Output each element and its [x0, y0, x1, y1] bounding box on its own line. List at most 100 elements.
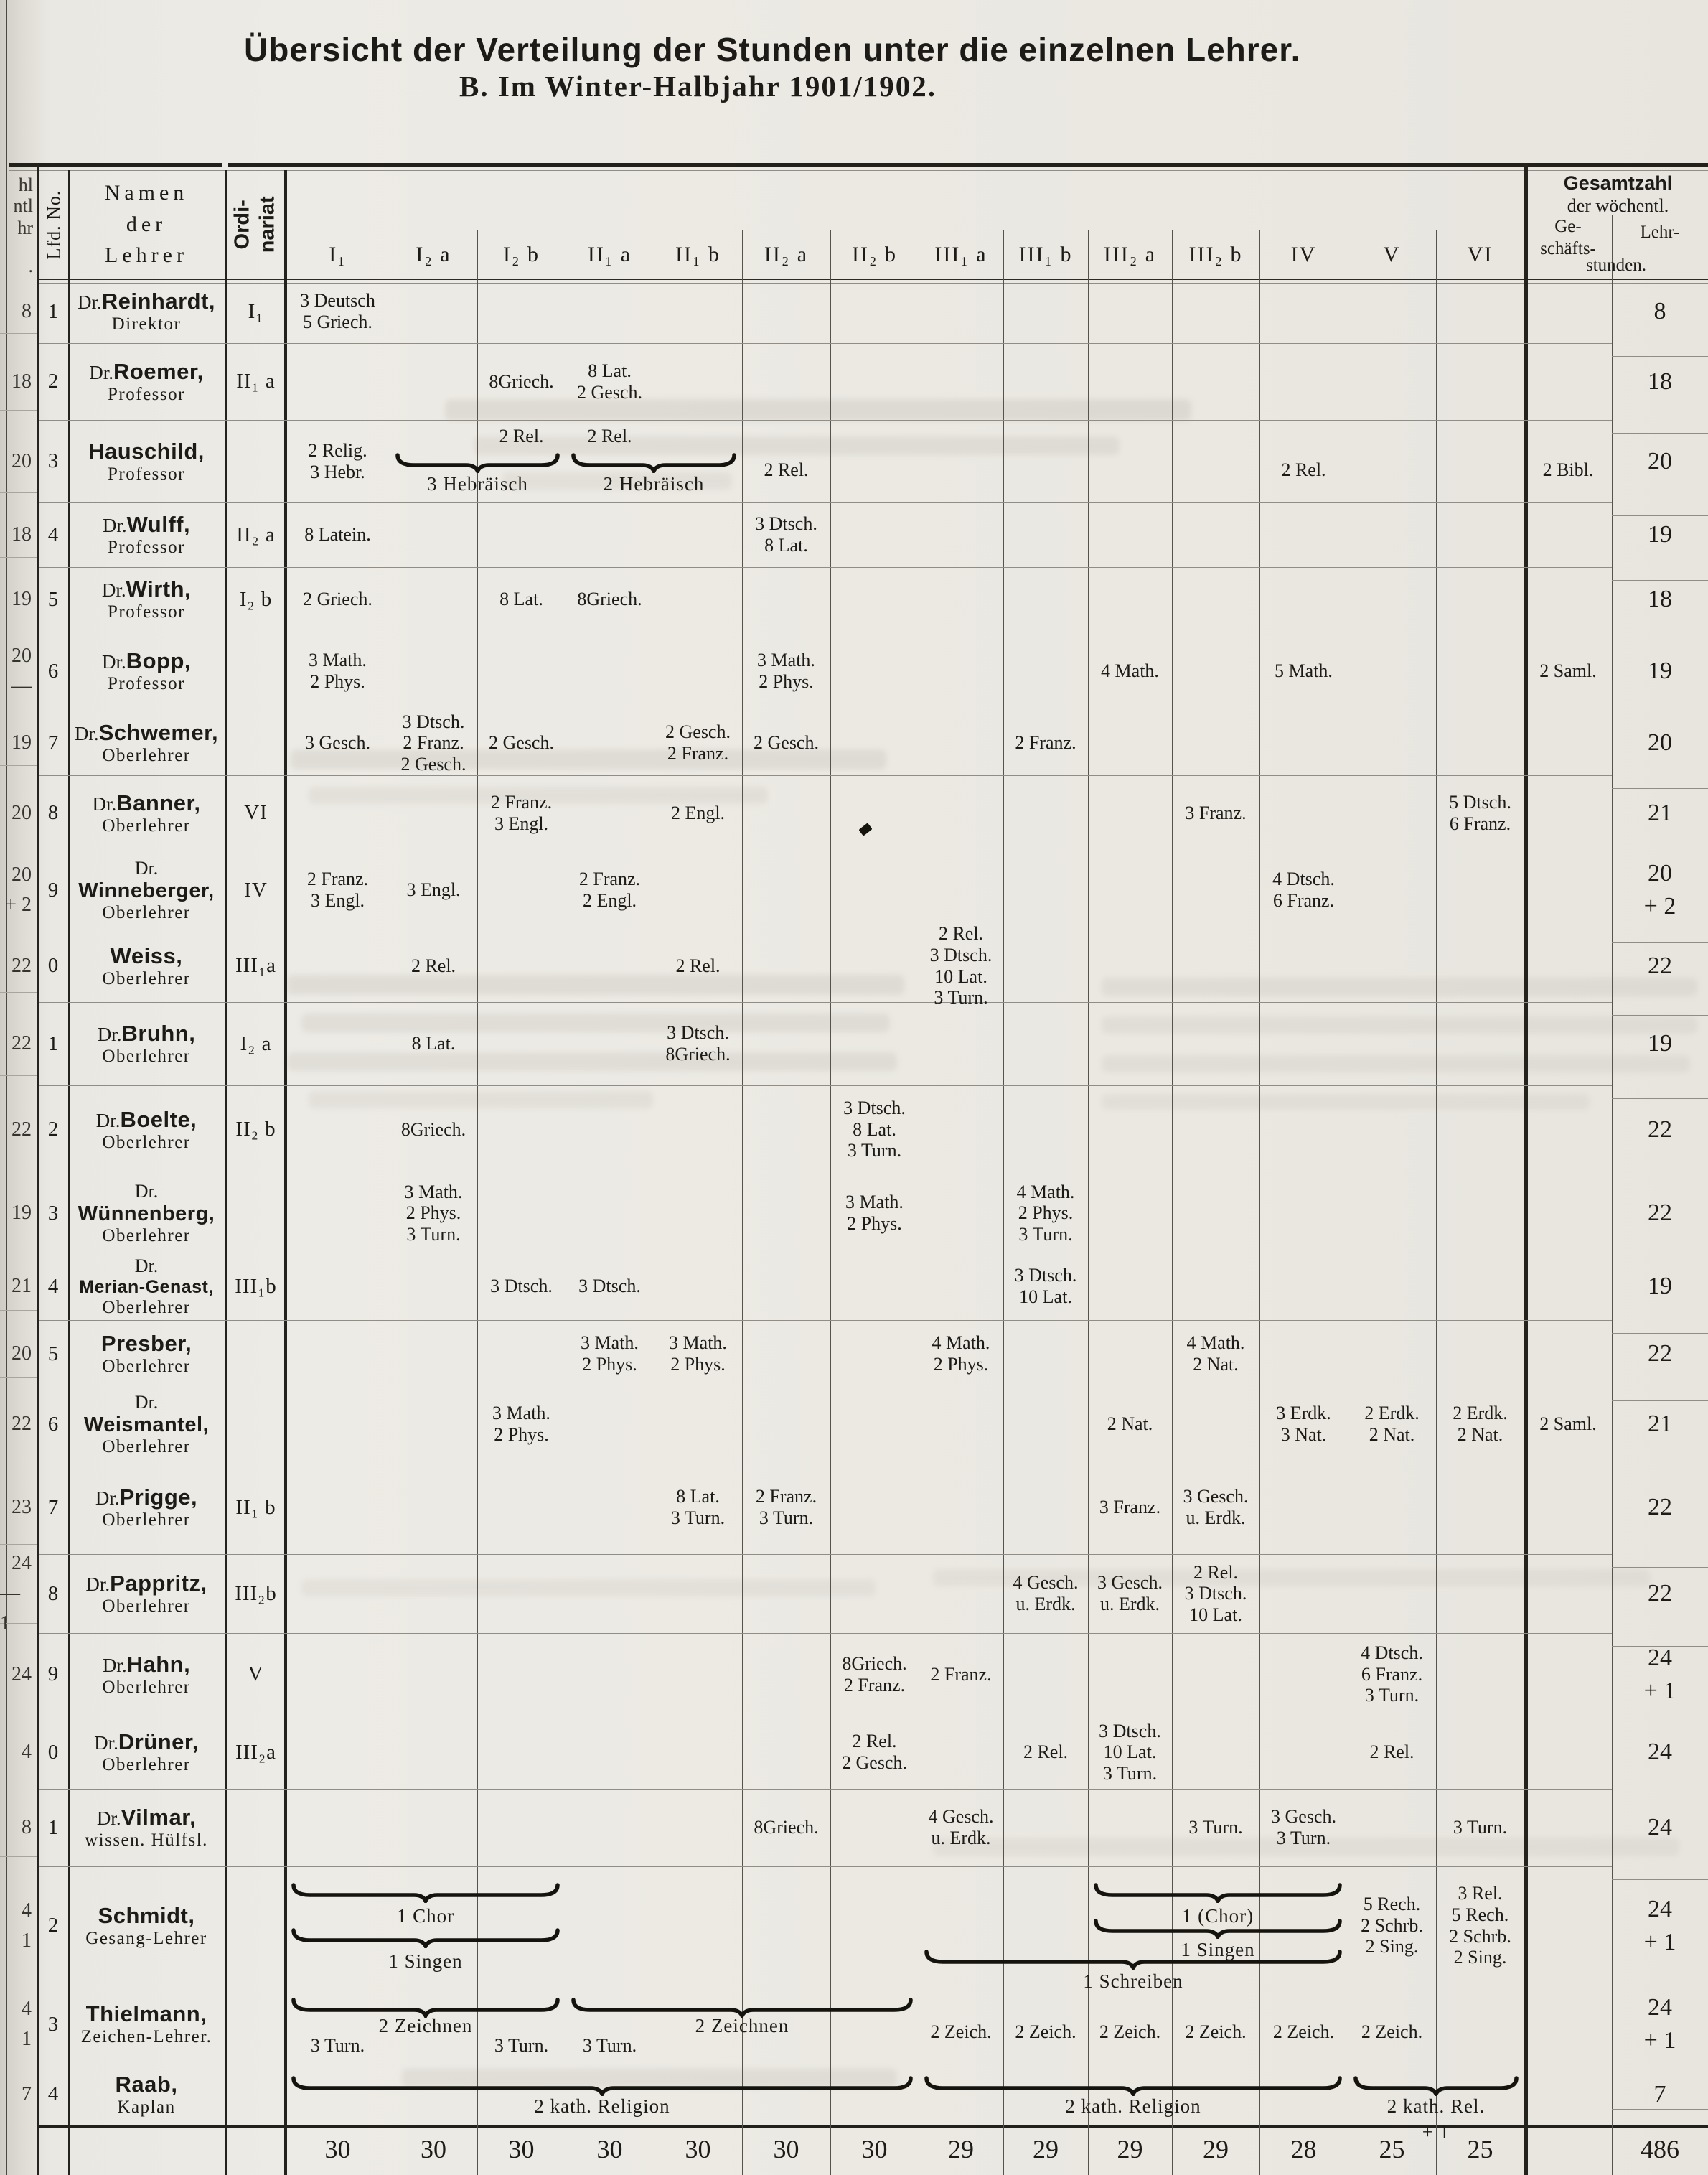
teacher-name: Dr.Reinhardt, Direktor: [70, 280, 223, 343]
cell-line: 2 Rel.: [499, 426, 544, 446]
cell-II1b: 3 Dtsch. 8Griech.: [655, 1002, 741, 1085]
strip-number: 8: [0, 280, 32, 343]
teacher-role: Professor: [108, 602, 185, 622]
teacher-role: Oberlehrer: [102, 1596, 191, 1616]
total-I2b: 30: [508, 2135, 535, 2164]
weekly-total: 8: [1613, 280, 1707, 343]
cell-III2a: 3 Franz.: [1089, 1461, 1170, 1554]
lehrstunden-header: Lehr-: [1640, 223, 1680, 242]
table-top-rule: [228, 163, 1708, 167]
cell-line: 3 Turn.: [494, 2035, 549, 2057]
gesamtzahl-header: Gesamtzahl: [1563, 172, 1673, 194]
row-separator: [39, 1866, 1612, 1867]
teacher-name: Thielmann, Zeichen-Lehrer.: [70, 1985, 223, 2064]
row-number: 2: [39, 343, 67, 420]
cell-line: 2 Saml.: [1539, 660, 1597, 682]
teacher-role: Oberlehrer: [102, 1436, 191, 1456]
cell-line: 8Griech.: [842, 1652, 907, 1674]
ordinariat-text: VI: [244, 801, 268, 824]
ordinariat-text: II₁ a: [236, 370, 276, 393]
column-rule: [68, 170, 70, 2175]
row-number: 4: [39, 2064, 67, 2125]
name-header-line: der: [126, 212, 167, 236]
strip-number-line: 8: [22, 300, 32, 322]
cell-II2a: 8Griech.: [743, 1789, 829, 1866]
cell-III1b: 2 Franz.: [1005, 711, 1087, 775]
row-separator: [39, 775, 1612, 776]
facing-page-rule: [0, 1544, 37, 1545]
row-separator-lehr: [1612, 1646, 1708, 1647]
class-header-VI: VI: [1467, 243, 1493, 266]
column-rule: [1524, 163, 1528, 2175]
cell-line: 3 Turn.: [934, 987, 988, 1009]
cell-line: 2 Franz.: [306, 869, 369, 890]
column-rule: [1436, 230, 1437, 2175]
ordinariat-value: V: [227, 1633, 284, 1716]
weekly-total-line: 22: [1648, 1115, 1672, 1143]
total-III1b: 29: [1033, 2135, 1059, 2164]
cell-gesch: 2 Bibl.: [1526, 420, 1610, 502]
teacher-name: Dr.Banner, Oberlehrer: [70, 775, 223, 851]
weekly-total: 19: [1613, 1253, 1707, 1320]
cell-line: 5 Dtsch.: [1449, 791, 1511, 813]
cell-line: 2 Phys.: [1018, 1202, 1074, 1224]
ordinariat-header: Ordi-nariat: [226, 170, 284, 279]
cell-line: 3 Dtsch.: [929, 944, 993, 965]
teacher-name-line: Hauschild,: [88, 439, 205, 464]
cell-III2a: 2 Nat.: [1089, 1388, 1170, 1461]
cell-line: 3 Nat.: [1280, 1424, 1327, 1445]
strip-number-line: 21: [11, 1275, 32, 1297]
cell-line: 5 Rech.: [1363, 1894, 1421, 1915]
row-number: 8: [39, 775, 67, 851]
teacher-name: Dr.Drüner, Oberlehrer: [70, 1716, 223, 1789]
cell-I1: 3 Math. 2 Phys.: [287, 632, 388, 711]
group-brace: [1094, 1883, 1342, 1906]
group-brace-label: 1 (Chor): [1181, 1905, 1254, 1927]
cell-line: 8Griech.: [489, 370, 554, 392]
group-brace-label: 1 Chor: [396, 1905, 455, 1927]
facing-page-rule: [0, 1623, 37, 1624]
ordinariat-value: II₂ b: [227, 1085, 284, 1174]
geschaefts-line: schäfts-: [1540, 239, 1596, 259]
teacher-role: Oberlehrer: [102, 1297, 191, 1317]
weekly-total: 20: [1613, 711, 1707, 775]
class-header-I1: I₁: [329, 243, 347, 266]
header-bottom-rule: [39, 279, 1708, 280]
teacher-name: Dr.Boelte, Oberlehrer: [70, 1085, 223, 1174]
cell-V: 2 Rel.: [1349, 1716, 1435, 1789]
strip-number-line: 18: [11, 523, 32, 546]
weekly-total-line: 22: [1648, 1494, 1672, 1521]
cell-II2b: 2 Rel. 2 Gesch.: [832, 1716, 917, 1789]
teacher-role: Professor: [108, 384, 185, 404]
teacher-role: Oberlehrer: [102, 746, 191, 765]
bleedthrough-text: [502, 472, 732, 490]
cell-I1: 3 Gesch.: [287, 711, 388, 775]
cell-line: 2 Nat.: [1369, 1424, 1415, 1445]
cell-line: 4 Gesch.: [928, 1806, 994, 1828]
cell-II2a: 3 Math. 2 Phys.: [743, 632, 829, 711]
teacher-role: Oberlehrer: [102, 815, 191, 836]
row-separator-lehr: [1612, 788, 1708, 789]
ordinariat-text: III₁a: [235, 954, 276, 977]
row-separator-lehr: [1612, 2109, 1708, 2110]
cell-I2a: 8 Lat.: [391, 1002, 476, 1085]
teacher-name: Hauschild, Professor: [70, 420, 223, 502]
cell-I2b: 3 Math. 2 Phys.: [479, 1388, 564, 1461]
cell-line: 2 Phys.: [759, 671, 814, 692]
row-separator: [39, 1002, 1612, 1003]
ordinariat-header-rotated: Ordi-nariat: [230, 196, 281, 253]
teacher-name-line: Winneberger,: [78, 879, 214, 903]
cell-line: 2 Erdk.: [1453, 1403, 1508, 1424]
teacher-name-line: Presber,: [101, 1331, 192, 1357]
cell-line: 2 Franz.: [755, 1486, 817, 1507]
cell-line: 6 Franz.: [1449, 813, 1511, 834]
facing-page-rule: [0, 410, 37, 411]
cell-line: 2 Schrb.: [1449, 1925, 1511, 1947]
cell-line: 10 Lat.: [1189, 1604, 1242, 1625]
cell-II1b: 8 Lat. 3 Turn.: [655, 1461, 741, 1554]
cell-line: 2 Franz.: [490, 791, 553, 813]
cell-IV: 2 Zeich.: [1261, 1985, 1346, 2064]
strip-number: 18: [0, 343, 32, 420]
row-number: 5: [39, 567, 67, 632]
teacher-name: Dr.Wirth, Professor: [70, 567, 223, 632]
